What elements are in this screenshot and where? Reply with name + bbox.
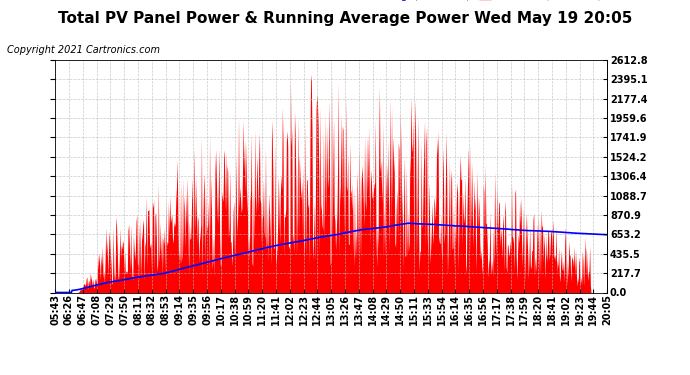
Legend: Average(DC Watts), PV Panels(DC Watts): Average(DC Watts), PV Panels(DC Watts) bbox=[355, 0, 602, 1]
Text: Total PV Panel Power & Running Average Power Wed May 19 20:05: Total PV Panel Power & Running Average P… bbox=[58, 11, 632, 26]
Text: Copyright 2021 Cartronics.com: Copyright 2021 Cartronics.com bbox=[7, 45, 160, 55]
